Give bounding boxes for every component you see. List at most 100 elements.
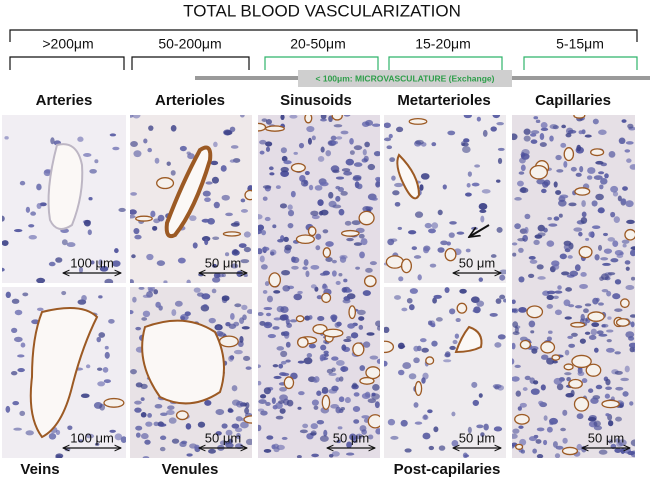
nucleus — [212, 276, 221, 283]
nucleus — [442, 184, 447, 190]
nucleus — [440, 240, 448, 246]
nucleus — [584, 331, 591, 335]
nucleus — [482, 129, 488, 137]
nucleus — [371, 197, 378, 201]
nucleus — [474, 164, 481, 168]
nucleus — [302, 266, 308, 270]
nucleus — [204, 238, 209, 246]
nucleus — [472, 309, 480, 313]
nucleus — [263, 306, 273, 311]
nucleus — [463, 115, 472, 119]
vessel — [352, 342, 365, 357]
nucleus — [588, 231, 594, 238]
nucleus — [258, 399, 267, 404]
nucleus — [235, 432, 241, 440]
nucleus — [286, 322, 292, 328]
nucleus — [528, 273, 535, 278]
nucleus — [112, 260, 121, 267]
nucleus — [213, 141, 218, 148]
nucleus — [493, 426, 503, 432]
nucleus — [358, 324, 364, 330]
nucleus — [512, 308, 519, 314]
nucleus — [152, 225, 158, 231]
nucleus — [67, 425, 73, 430]
nucleus — [520, 164, 526, 172]
vessel — [551, 354, 561, 361]
nucleus — [627, 450, 635, 456]
nucleus — [394, 295, 402, 300]
nucleus — [384, 122, 391, 129]
nucleus — [496, 179, 501, 183]
nucleus — [261, 229, 267, 236]
nucleus — [90, 260, 95, 265]
nucleus — [587, 167, 596, 174]
nucleus — [298, 391, 305, 396]
nucleus — [323, 350, 329, 355]
nucleus — [546, 336, 552, 341]
vessel — [135, 215, 153, 222]
nucleus — [311, 135, 316, 141]
nucleus — [231, 385, 238, 392]
nucleus — [404, 448, 412, 453]
nucleus — [230, 263, 239, 269]
nucleus — [265, 401, 271, 406]
nucleus — [179, 145, 187, 152]
nucleus — [2, 240, 9, 246]
vessel — [526, 305, 544, 319]
vessel — [268, 272, 282, 288]
nucleus — [351, 220, 361, 226]
nucleus — [240, 115, 245, 118]
nucleus — [204, 399, 212, 406]
nucleus — [554, 290, 563, 294]
nucleus — [414, 211, 424, 218]
nucleus — [353, 392, 360, 397]
nucleus — [166, 409, 175, 416]
nucleus — [524, 375, 531, 381]
scale-bar-label: 50 μm — [588, 430, 624, 445]
nucleus — [134, 234, 142, 240]
nucleus — [357, 309, 366, 316]
nucleus — [496, 226, 503, 233]
nucleus — [359, 425, 367, 432]
nucleus — [271, 397, 276, 404]
nucleus — [203, 304, 208, 308]
nucleus — [36, 203, 42, 209]
nucleus — [451, 411, 456, 417]
nucleus — [96, 336, 102, 343]
nucleus — [112, 146, 120, 151]
nucleus — [576, 413, 584, 420]
nucleus — [530, 330, 535, 334]
nucleus — [258, 424, 262, 432]
nucleus — [118, 207, 126, 212]
micrograph — [384, 115, 506, 283]
nucleus — [130, 368, 137, 375]
vessel — [321, 394, 331, 410]
nucleus — [352, 382, 358, 388]
nucleus — [599, 184, 604, 190]
nucleus — [313, 405, 319, 410]
nucleus — [620, 377, 629, 382]
nucleus — [61, 239, 68, 246]
nucleus — [130, 141, 138, 148]
nucleus — [345, 158, 354, 166]
nucleus — [310, 264, 320, 270]
nucleus — [134, 400, 142, 405]
nucleus — [580, 217, 588, 224]
nucleus — [289, 319, 298, 323]
nucleus — [343, 171, 353, 176]
nucleus — [97, 381, 106, 387]
nucleus — [281, 270, 291, 276]
nucleus — [114, 433, 123, 441]
nucleus — [316, 295, 323, 300]
nucleus — [135, 326, 142, 331]
nucleus — [335, 195, 341, 202]
nucleus — [197, 421, 206, 428]
nucleus — [588, 388, 594, 393]
nucleus — [293, 151, 298, 155]
nucleus — [221, 194, 230, 201]
nucleus — [245, 402, 250, 409]
nucleus — [632, 346, 635, 353]
nucleus — [322, 229, 329, 234]
nucleus — [489, 312, 498, 317]
nucleus — [536, 427, 545, 432]
